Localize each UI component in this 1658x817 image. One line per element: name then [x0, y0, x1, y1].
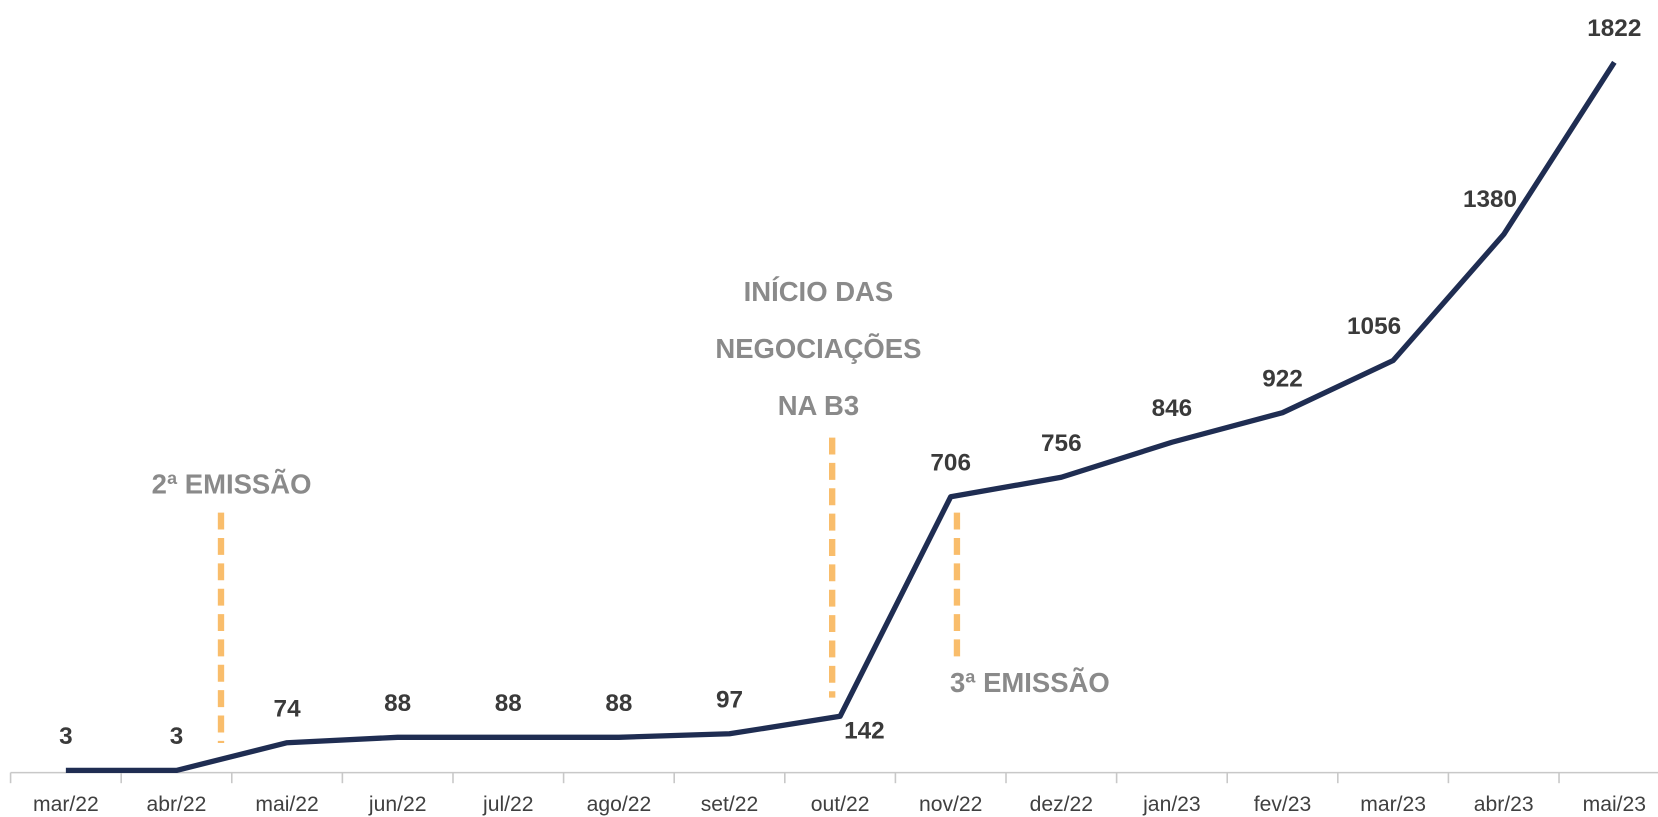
x-tick-label: jul/22 [482, 793, 534, 816]
data-label: 88 [605, 690, 632, 717]
data-label: 88 [495, 690, 522, 717]
data-label: 1380 [1463, 186, 1517, 213]
data-label: 756 [1041, 430, 1082, 457]
x-tick-label: mar/23 [1360, 793, 1426, 816]
x-tick-label: ago/22 [587, 793, 652, 816]
annotation: NA B3 [778, 390, 859, 421]
annotation: 2ª EMISSÃO [152, 468, 312, 499]
x-tick-label: nov/22 [919, 793, 982, 816]
x-tick-label: dez/22 [1030, 793, 1093, 816]
x-tick-label: jun/22 [368, 793, 427, 816]
annotation: NEGOCIAÇÕES [715, 333, 921, 364]
x-tick-label: fev/23 [1254, 793, 1312, 816]
data-label: 88 [384, 690, 411, 717]
x-tick-label: mai/23 [1583, 793, 1646, 816]
data-label: 846 [1152, 395, 1193, 422]
line [65, 60, 1617, 774]
x-tick-label: mar/22 [33, 793, 99, 816]
x-tick-label: out/22 [811, 793, 870, 816]
data-label: 142 [844, 718, 885, 745]
data-label: 922 [1262, 365, 1303, 392]
x-tick-label: abr/23 [1474, 793, 1534, 816]
x-tick-label: abr/22 [147, 793, 207, 816]
data-label: 3 [170, 723, 184, 750]
x-tick-label: set/22 [701, 793, 759, 816]
data-label: 3 [59, 723, 73, 750]
data-label: 1056 [1347, 313, 1401, 340]
x-tick-label: mai/22 [255, 793, 318, 816]
annotation: 3ª EMISSÃO [950, 667, 1110, 698]
data-label: 706 [930, 449, 971, 476]
x-tick-label: jan/23 [1142, 793, 1201, 816]
annotation: INÍCIO DAS [744, 276, 894, 307]
data-label: 97 [716, 686, 743, 713]
data-label: 74 [274, 695, 302, 722]
data-label: 1822 [1587, 15, 1641, 42]
